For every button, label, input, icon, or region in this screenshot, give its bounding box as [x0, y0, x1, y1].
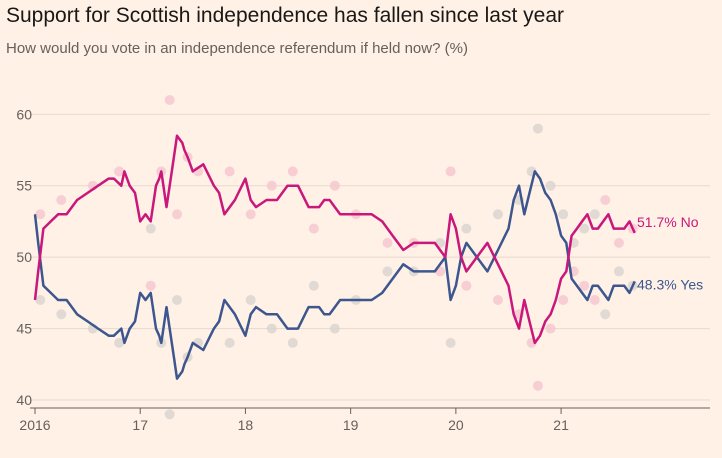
- x-tick-label: 18: [238, 417, 254, 433]
- x-tick-label: 19: [343, 417, 359, 433]
- yes-polls-dot: [558, 209, 569, 220]
- yes-polls-dot: [382, 266, 393, 277]
- no-polls-dot: [613, 237, 624, 248]
- no-polls-dot: [445, 166, 456, 177]
- yes-polls-dot: [56, 309, 67, 320]
- no-polls-dot: [382, 237, 393, 248]
- yes-polls-dot: [172, 295, 183, 305]
- yes-polls-dot: [445, 337, 456, 348]
- yes-polls-dot: [164, 409, 175, 420]
- yes-polls-dot: [461, 223, 472, 234]
- yes-polls-dot: [532, 123, 543, 134]
- y-tick-label: 40: [16, 392, 32, 408]
- no-polls-dot: [224, 166, 235, 177]
- no-polls-dot: [308, 223, 319, 234]
- yes-polls-dot: [145, 223, 156, 234]
- chart-title: Support for Scottish independence has fa…: [6, 4, 565, 27]
- yes-polls-dot: [245, 295, 256, 305]
- yes-series-line: [33, 170, 636, 380]
- x-tick-label: 2016: [19, 417, 50, 433]
- yes-polls-dot: [224, 337, 235, 348]
- x-axis-ticks: 2016 17 18 19 20 21: [19, 407, 710, 433]
- no-polls-dot: [579, 280, 590, 291]
- x-tick-label: 17: [132, 417, 148, 433]
- no-polls-dot: [35, 209, 46, 220]
- x-tick-label: 21: [553, 417, 569, 433]
- y-tick-label: 60: [16, 106, 32, 122]
- no-polls-dot: [329, 180, 340, 191]
- yes-polls-dot: [35, 295, 46, 305]
- yes-polls-dot: [545, 180, 556, 191]
- y-tick-label: 50: [16, 249, 32, 265]
- no-polls-dot: [172, 209, 183, 220]
- no-series-line: [33, 134, 636, 345]
- no-polls-dot: [589, 295, 600, 305]
- no-end-label: 51.7% No: [637, 214, 699, 230]
- no-polls-dot: [461, 280, 472, 291]
- yes-polls-dot: [266, 323, 277, 334]
- no-polls-dot: [164, 95, 175, 105]
- y-tick-label: 55: [16, 178, 32, 194]
- no-polls-dot: [145, 280, 156, 291]
- yes-polls-dot: [492, 209, 503, 220]
- no-polls-dot: [114, 166, 125, 177]
- no-polls-dot: [558, 295, 569, 305]
- yes-polls-dot: [329, 323, 340, 334]
- no-polls-dot: [287, 166, 298, 177]
- no-polls-dot: [600, 195, 611, 205]
- no-polls-dot: [545, 323, 556, 334]
- chart-subtitle: How would you vote in an independence re…: [6, 40, 468, 57]
- no-polls-dot: [245, 209, 256, 220]
- grid-lines: [30, 113, 710, 401]
- yes-polls-dot: [308, 280, 319, 291]
- series-end-labels: 51.7% No 48.3% Yes: [637, 214, 703, 293]
- yes-polls-dot: [613, 266, 624, 277]
- y-axis-ticks: 40 45 50 55 60: [16, 106, 32, 408]
- yes-polls-dot: [579, 223, 590, 234]
- no-polls-dot: [492, 295, 503, 305]
- yes-polls-dot: [287, 337, 298, 348]
- no-polls-dot: [56, 195, 67, 205]
- yes-end-label: 48.3% Yes: [637, 276, 703, 292]
- yes-polls-dot: [114, 337, 125, 348]
- no-polls-dot: [266, 180, 277, 191]
- no-polls-dot: [532, 380, 543, 391]
- yes-polls-dot: [589, 209, 600, 220]
- y-tick-label: 45: [16, 321, 32, 337]
- yes-polls-dot: [600, 309, 611, 320]
- x-tick-label: 20: [448, 417, 464, 433]
- trend-lines: [33, 134, 636, 380]
